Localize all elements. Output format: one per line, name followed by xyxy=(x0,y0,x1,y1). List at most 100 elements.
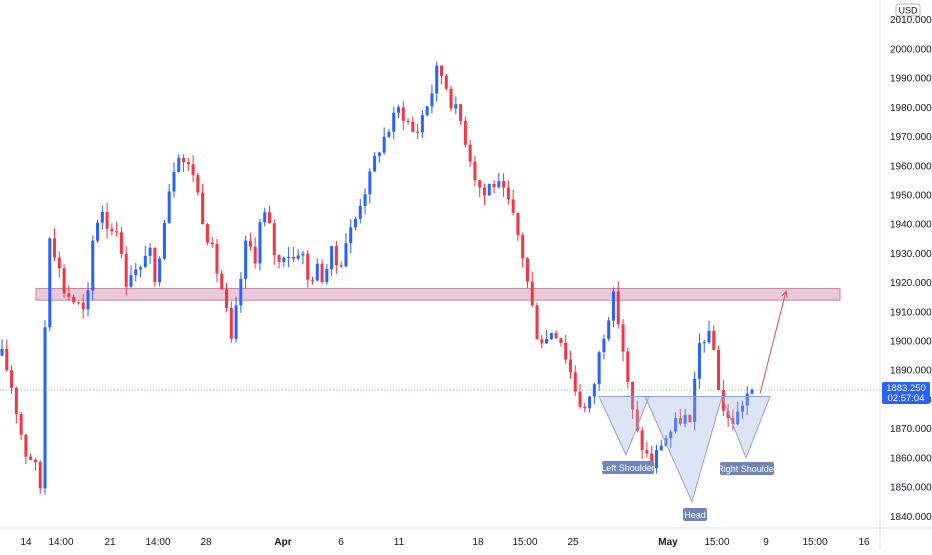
candle-body[interactable] xyxy=(186,162,190,165)
candle-body[interactable] xyxy=(24,434,28,457)
candle-body[interactable] xyxy=(119,232,123,254)
candle-body[interactable] xyxy=(678,418,682,424)
candle-body[interactable] xyxy=(287,256,291,258)
candle-body[interactable] xyxy=(621,324,625,352)
candle-body[interactable] xyxy=(272,223,276,256)
candle-body[interactable] xyxy=(349,227,353,244)
candle-body[interactable] xyxy=(726,410,730,418)
candle-body[interactable] xyxy=(578,391,582,407)
candle-body[interactable] xyxy=(487,183,491,196)
candle-body[interactable] xyxy=(459,104,463,121)
candle-body[interactable] xyxy=(654,450,658,468)
candle-body[interactable] xyxy=(100,211,104,223)
candle-body[interactable] xyxy=(693,378,697,422)
candle-body[interactable] xyxy=(435,65,439,94)
candle-body[interactable] xyxy=(396,107,400,113)
candle-body[interactable] xyxy=(91,240,95,291)
candle-body[interactable] xyxy=(583,406,587,409)
candle-body[interactable] xyxy=(611,291,615,321)
candle-body[interactable] xyxy=(626,351,630,382)
candle-body[interactable] xyxy=(19,413,23,435)
candle-body[interactable] xyxy=(62,268,66,294)
candle-body[interactable] xyxy=(750,389,754,394)
candle-body[interactable] xyxy=(134,269,138,276)
candle-body[interactable] xyxy=(659,445,663,451)
pattern-triangle[interactable] xyxy=(644,396,723,504)
candle-body[interactable] xyxy=(645,450,649,454)
candle-body[interactable] xyxy=(549,333,553,340)
candle-body[interactable] xyxy=(143,255,147,268)
candle-body[interactable] xyxy=(0,348,4,356)
candle-body[interactable] xyxy=(540,339,544,344)
candle-body[interactable] xyxy=(306,253,310,280)
candle-body[interactable] xyxy=(449,88,453,109)
candle-body[interactable] xyxy=(72,296,76,303)
candle-body[interactable] xyxy=(497,181,501,188)
candle-body[interactable] xyxy=(225,289,229,308)
candle-body[interactable] xyxy=(664,438,668,446)
candle-body[interactable] xyxy=(234,305,238,339)
candle-body[interactable] xyxy=(139,267,143,270)
candle-body[interactable] xyxy=(344,243,348,267)
candle-body[interactable] xyxy=(57,257,61,269)
candle-body[interactable] xyxy=(640,430,644,451)
candle-body[interactable] xyxy=(463,120,467,145)
candle-body[interactable] xyxy=(545,339,549,344)
candle-body[interactable] xyxy=(478,180,482,188)
candle-body[interactable] xyxy=(153,247,157,283)
candle-body[interactable] xyxy=(244,240,248,279)
candle-body[interactable] xyxy=(454,104,458,109)
candle-body[interactable] xyxy=(205,224,209,243)
candle-body[interactable] xyxy=(48,238,52,328)
candle-body[interactable] xyxy=(368,171,372,195)
candle-body[interactable] xyxy=(76,302,80,304)
candle-body[interactable] xyxy=(320,263,324,282)
candle-body[interactable] xyxy=(535,305,539,340)
candle-body[interactable] xyxy=(525,258,529,282)
candle-body[interactable] xyxy=(731,417,735,425)
candle-body[interactable] xyxy=(521,235,525,259)
candle-body[interactable] xyxy=(239,278,243,306)
candle-body[interactable] xyxy=(631,381,635,410)
candle-body[interactable] xyxy=(674,418,678,432)
candle-body[interactable] xyxy=(745,393,749,406)
candle-body[interactable] xyxy=(148,247,152,256)
candle-body[interactable] xyxy=(110,228,114,232)
candle-body[interactable] xyxy=(588,396,592,409)
candle-body[interactable] xyxy=(635,409,639,431)
candle-body[interactable] xyxy=(416,131,420,133)
candle-body[interactable] xyxy=(564,342,568,360)
candle-body[interactable] xyxy=(392,112,396,132)
candle-body[interactable] xyxy=(554,333,558,339)
candle-body[interactable] xyxy=(559,338,563,343)
candle-body[interactable] xyxy=(702,342,706,344)
resistance-zone[interactable] xyxy=(35,287,841,301)
candle-body[interactable] xyxy=(311,279,315,281)
candle-body[interactable] xyxy=(268,212,272,224)
candle-body[interactable] xyxy=(29,456,33,460)
candle-body[interactable] xyxy=(411,121,415,132)
candle-body[interactable] xyxy=(650,453,654,468)
candle-body[interactable] xyxy=(516,212,520,236)
candle-body[interactable] xyxy=(124,253,128,287)
candle-body[interactable] xyxy=(291,256,295,259)
candle-body[interactable] xyxy=(468,144,472,162)
candle-body[interactable] xyxy=(568,359,572,373)
candle-body[interactable] xyxy=(530,281,534,306)
candle-body[interactable] xyxy=(177,158,181,172)
candle-body[interactable] xyxy=(172,171,176,192)
candle-body[interactable] xyxy=(215,243,219,274)
candle-body[interactable] xyxy=(258,222,262,264)
candle-body[interactable] xyxy=(129,275,133,287)
candle-body[interactable] xyxy=(296,255,300,259)
candle-body[interactable] xyxy=(482,187,486,196)
candle-body[interactable] xyxy=(597,352,601,385)
candle-body[interactable] xyxy=(363,194,367,206)
candle-body[interactable] xyxy=(158,258,162,283)
candle-body[interactable] xyxy=(420,115,424,133)
candle-body[interactable] xyxy=(373,155,377,172)
candle-body[interactable] xyxy=(697,343,701,379)
candle-body[interactable] xyxy=(354,218,358,228)
candle-body[interactable] xyxy=(506,187,510,200)
candle-body[interactable] xyxy=(81,302,85,310)
